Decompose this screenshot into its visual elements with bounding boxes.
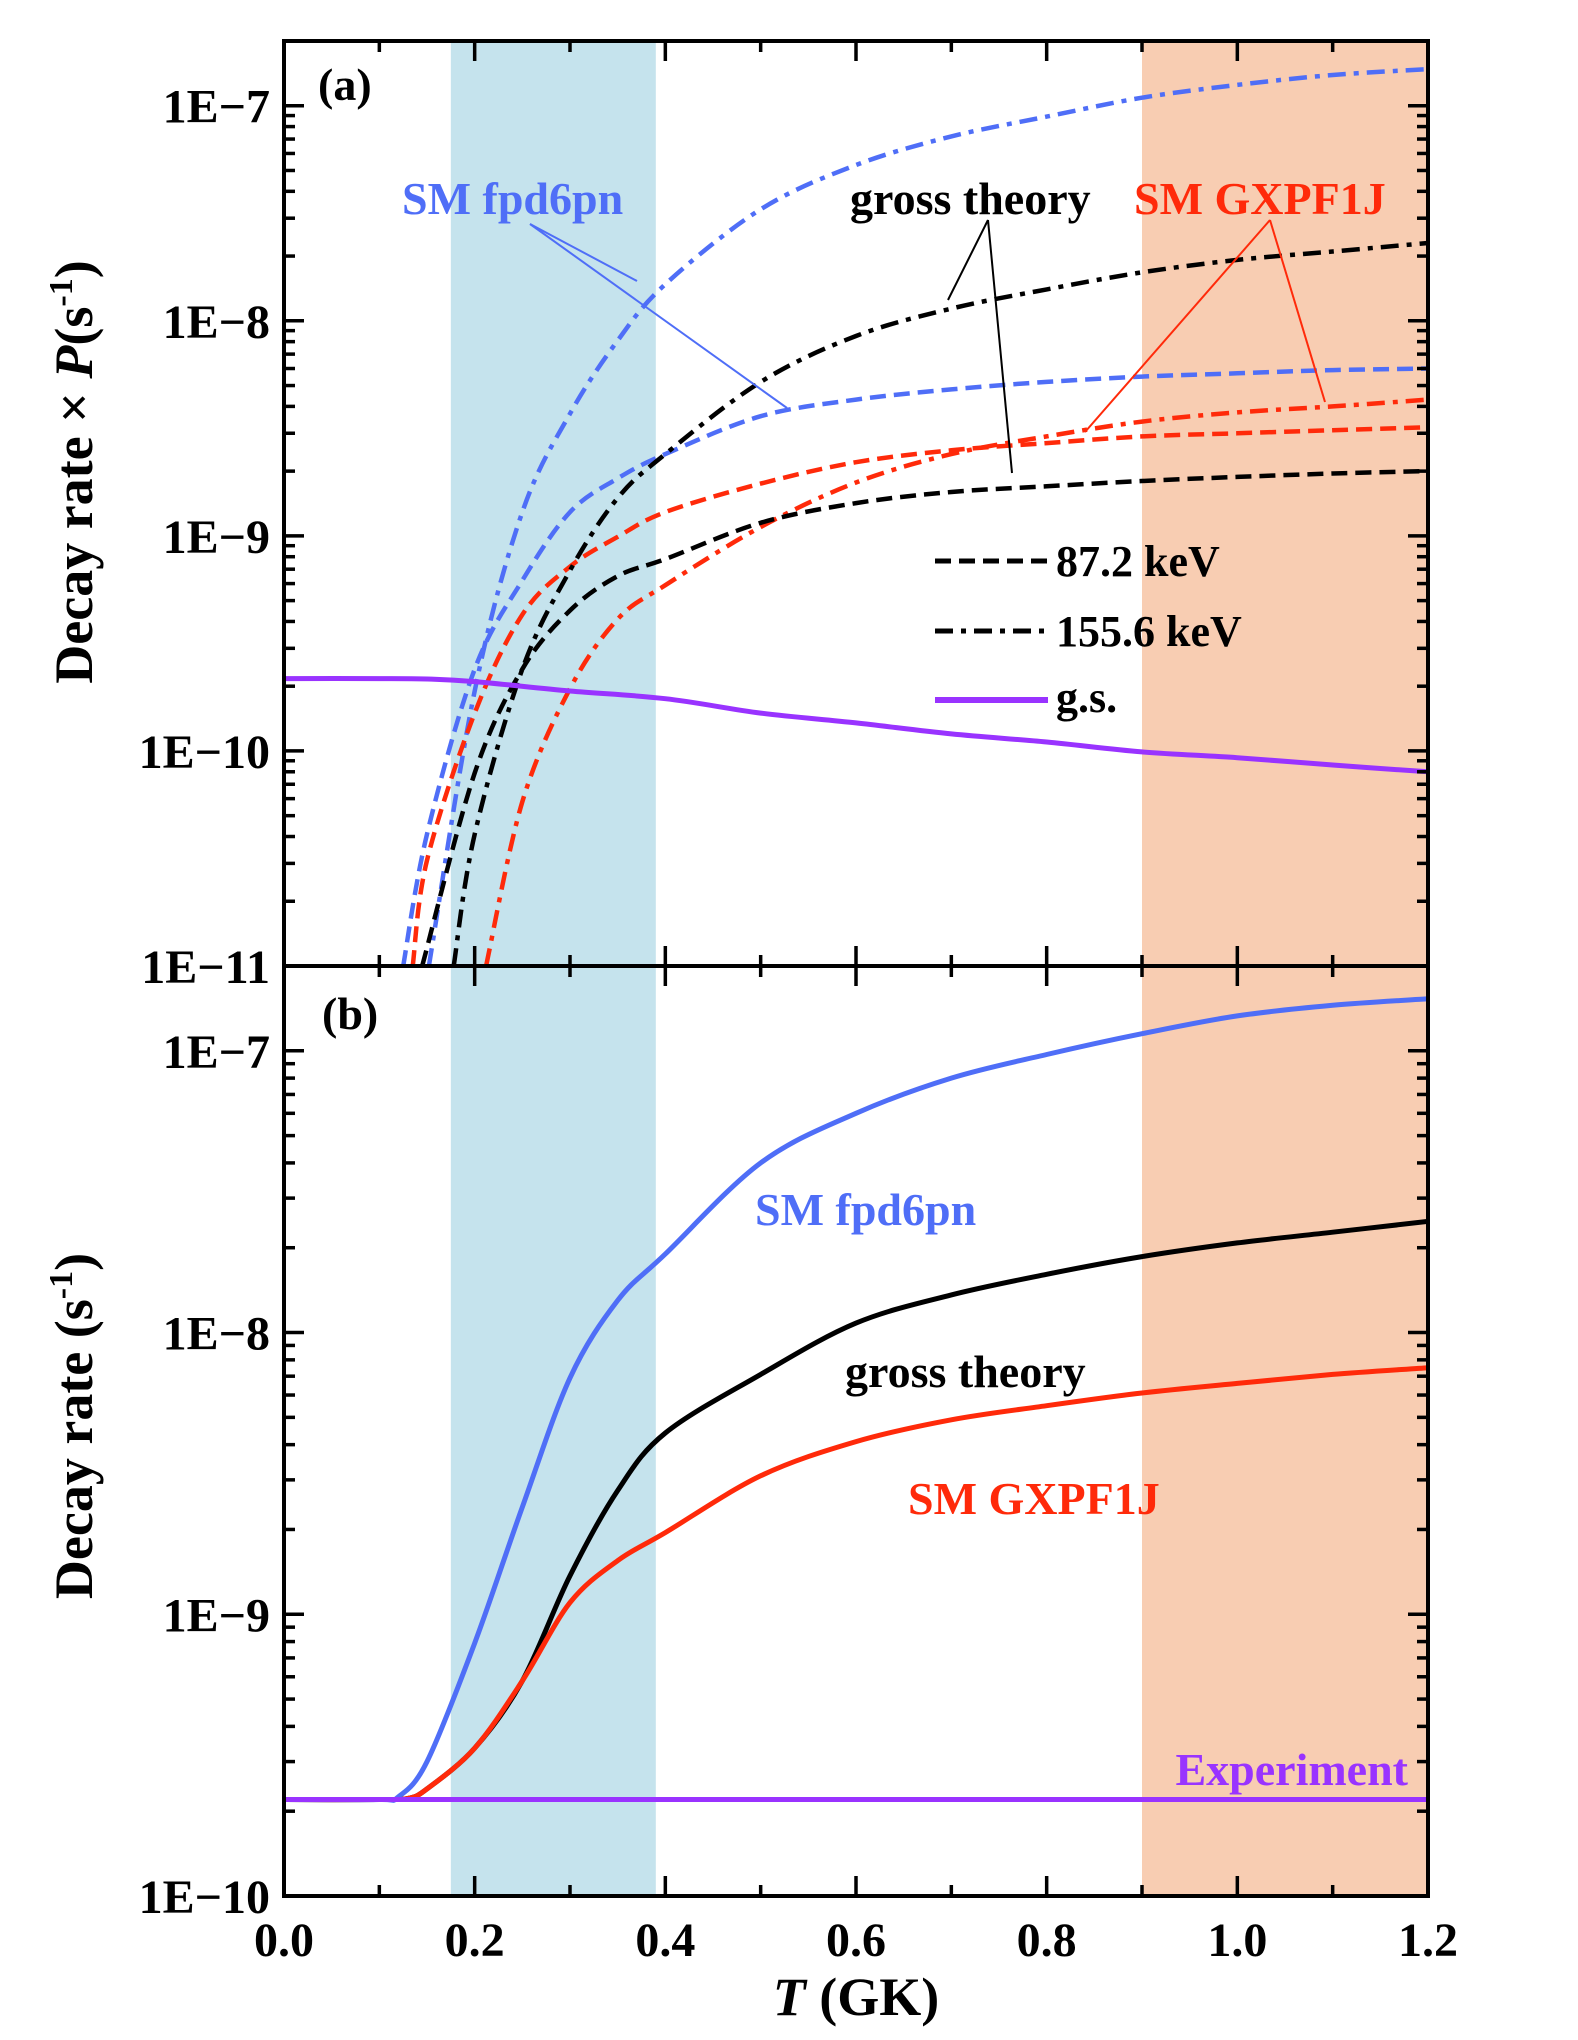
panel-a: 1E−11 1E−10 1E−9 1E−8 1E−7 bbox=[139, 39, 1430, 994]
x-title-var: T bbox=[773, 1967, 808, 2027]
x-tick-label: 0.0 bbox=[254, 1914, 314, 1967]
shaded-region-blue bbox=[450, 41, 656, 966]
leader-line bbox=[947, 219, 989, 301]
gs-g-s-line bbox=[284, 676, 1428, 775]
sm-gxpf1j-155-6-kev-line bbox=[483, 397, 1428, 966]
y-tick-label: 1E−8 bbox=[163, 1308, 270, 1361]
sm-fpd6pn-line bbox=[284, 996, 1428, 1803]
panel-b: 0.0 0.2 0.4 0.6 0.8 1.0 1.2 1E−10 1E−9 1E−8 1E−7 bbox=[139, 964, 1458, 1967]
y-title-close: ) bbox=[44, 1253, 104, 1271]
y-tick-label: 1E−10 bbox=[139, 1871, 270, 1924]
label-gross-theory-b: gross theory bbox=[845, 1346, 1086, 1397]
y-title-text: Decay rate bbox=[44, 1338, 104, 1599]
x-tick-label: 1.2 bbox=[1398, 1914, 1458, 1967]
y-tick-label: 1E−9 bbox=[163, 1589, 270, 1642]
x-tick-label: 0.6 bbox=[826, 1914, 886, 1967]
sm-gxpf1j-87-2-kev-line bbox=[410, 424, 1428, 966]
y-title-close: ) bbox=[44, 260, 104, 278]
y-tick-label: 1E−7 bbox=[163, 81, 270, 134]
sm-fpd6pn-155-6-kev-line bbox=[426, 66, 1428, 966]
panel-b-label: (b) bbox=[322, 988, 378, 1039]
y-tick-label: 1E−10 bbox=[139, 726, 270, 779]
x-title-unit: (GK) bbox=[806, 1967, 939, 2027]
leader-line bbox=[1084, 219, 1271, 433]
label-sm-gxpf1j-b: SM GXPF1J bbox=[908, 1473, 1160, 1524]
label-sm-fpd6pn-b: SM fpd6pn bbox=[755, 1184, 976, 1235]
x-tick-label: 0.8 bbox=[1017, 1914, 1077, 1967]
y-tick-label: 1E−9 bbox=[163, 511, 270, 564]
legend-label: 87.2 keV bbox=[1056, 537, 1220, 586]
y-title-text: Decay rate × bbox=[44, 379, 104, 684]
leader-line bbox=[1269, 219, 1326, 403]
annotation-leader-lines bbox=[529, 219, 1326, 474]
leader-line bbox=[529, 223, 788, 409]
y-axis-title-b: Decay rate (s-1) bbox=[43, 1253, 104, 1599]
y-tick-label: 1E−11 bbox=[141, 941, 270, 994]
series-group bbox=[284, 996, 1428, 1803]
panel-a-label: (a) bbox=[318, 59, 372, 110]
x-tick-label: 1.0 bbox=[1207, 1914, 1267, 1967]
y-tick-label: 1E−8 bbox=[163, 296, 270, 349]
annotation-sm-gxpf1j-a: SM GXPF1J bbox=[1134, 173, 1386, 224]
y-title-unit: (s bbox=[44, 1299, 104, 1338]
y-tick-label: 1E−7 bbox=[163, 1026, 270, 1079]
y-axis-title-a: Decay rate × P(s-1) bbox=[43, 260, 104, 683]
series-group bbox=[284, 66, 1428, 966]
sm-gxpf1j-line bbox=[284, 1365, 1428, 1803]
sm-fpd6pn-87-2-kev-line bbox=[400, 366, 1428, 966]
y-title-var: P bbox=[44, 345, 104, 380]
shaded-region-blue bbox=[450, 966, 656, 1896]
leader-line bbox=[529, 223, 638, 282]
x-axis-title: T (GK) bbox=[773, 1967, 939, 2027]
shaded-region-orange bbox=[1142, 966, 1428, 1896]
y-title-exp: -1 bbox=[43, 1271, 80, 1299]
shaded-region-orange bbox=[1142, 41, 1428, 966]
label-experiment-b: Experiment bbox=[1175, 1744, 1408, 1795]
legend: 87.2 keV 155.6 keV g.s. bbox=[935, 537, 1242, 722]
legend-label: 155.6 keV bbox=[1056, 607, 1242, 656]
x-tick-label: 0.2 bbox=[445, 1914, 505, 1967]
y-title-unit: (s bbox=[44, 307, 104, 346]
y-title-exp: -1 bbox=[43, 278, 80, 306]
annotation-gross-theory-a: gross theory bbox=[850, 173, 1091, 224]
gross-theory-87-2-kev-line bbox=[420, 468, 1428, 966]
leader-line bbox=[987, 219, 1013, 474]
x-tick-label: 0.4 bbox=[635, 1914, 695, 1967]
legend-label: g.s. bbox=[1056, 673, 1117, 722]
annotation-sm-fpd6pn-a: SM fpd6pn bbox=[402, 173, 623, 224]
